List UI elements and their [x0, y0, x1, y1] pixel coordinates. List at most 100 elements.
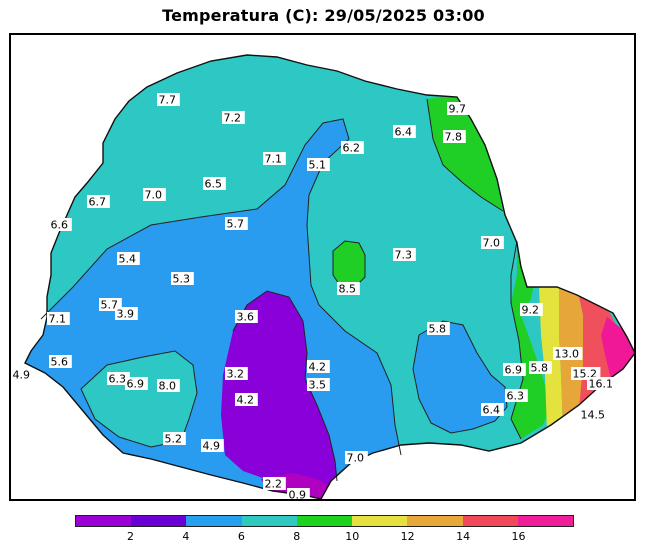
legend-tick-label: 8: [293, 530, 301, 543]
station-value-label: 5.4: [117, 252, 140, 266]
legend-swatch: [76, 516, 132, 526]
station-value: 16.1: [589, 378, 614, 391]
legend-tick-label: 14: [456, 530, 471, 543]
station-value: 3.9: [117, 308, 135, 321]
station-label-box: [503, 363, 526, 376]
station-value-label: 16.1: [587, 377, 617, 391]
legend-tick-label: 6: [237, 530, 245, 543]
station-label-box: [447, 102, 470, 115]
station-value-label: 7.1: [263, 152, 286, 166]
station-value-label: 4.9: [11, 368, 34, 382]
station-value-label: 9.7: [447, 102, 470, 116]
station-label-box: [87, 195, 110, 208]
station-value: 5.6: [51, 356, 69, 369]
station-value-label: 7.0: [345, 451, 368, 465]
station-value: 6.6: [51, 219, 69, 232]
station-label-box: [157, 379, 180, 392]
station-value-label: 14.5: [579, 408, 609, 422]
station-label-box: [520, 303, 543, 316]
station-value-label: 0.9: [287, 488, 310, 502]
station-value-label: 9.2: [520, 303, 543, 317]
station-label-box: [115, 307, 138, 320]
station-value: 5.2: [165, 433, 183, 446]
station-label-box: [481, 236, 504, 249]
legend-swatch: [131, 516, 187, 526]
station-value-label: 13.0: [553, 347, 583, 361]
station-value-label: 3.2: [225, 367, 248, 381]
station-value-label: 7.1: [47, 312, 70, 326]
station-value: 4.2: [309, 361, 327, 374]
station-label-box: [222, 111, 245, 124]
station-value: 7.0: [483, 237, 501, 250]
station-value-label: 6.9: [503, 363, 526, 377]
station-label-box: [143, 188, 166, 201]
station-label-box: [235, 310, 258, 323]
station-label-box: [235, 393, 258, 406]
station-value: 5.7: [101, 299, 119, 312]
station-value-label: 4.2: [235, 393, 258, 407]
station-label-box: [345, 451, 368, 464]
station-value: 8.0: [159, 380, 177, 393]
isotherm-8-east: [510, 240, 524, 440]
legend-swatch: [517, 516, 573, 526]
station-value-label: 5.8: [427, 322, 450, 336]
station-label-box: [263, 477, 286, 490]
station-value-label: 6.6: [49, 218, 72, 232]
station-value: 14.5: [581, 409, 606, 422]
band-2-4: [221, 291, 337, 497]
station-value: 7.1: [265, 153, 283, 166]
legend-tick-label: 12: [400, 530, 415, 543]
station-label-box: [341, 141, 364, 154]
legend-tick-label: 16: [511, 530, 526, 543]
temperature-bands: [25, 55, 634, 499]
station-label-box: [163, 432, 186, 445]
legend-swatch: [186, 516, 242, 526]
station-label-box: [579, 408, 609, 421]
station-value: 6.5: [205, 178, 223, 191]
station-label-box: [307, 158, 330, 171]
station-value-label: 6.9: [125, 377, 148, 391]
legend-ticks: 2 4 6 8 10 12 14 16: [75, 530, 574, 546]
station-value-label: 7.7: [157, 93, 180, 107]
band-8-10-north: [427, 95, 503, 211]
station-value: 8.5: [339, 283, 357, 296]
station-label-box: [49, 218, 72, 231]
legend-tick-label: 4: [182, 530, 190, 543]
station-value: 0.9: [289, 489, 307, 502]
station-value-label: 6.4: [393, 125, 416, 139]
station-value: 6.4: [483, 404, 501, 417]
station-value: 5.8: [531, 362, 549, 375]
isotherm-8-center: [332, 240, 366, 288]
station-label-box: [171, 272, 194, 285]
isotherm-6-island: [80, 350, 198, 448]
station-label-box: [117, 252, 140, 265]
legend-swatch: [462, 516, 518, 526]
station-label-box: [203, 177, 226, 190]
band-8-10-center: [333, 241, 365, 287]
station-value-label: 8.5: [337, 282, 360, 296]
station-label-box: [307, 378, 330, 391]
station-value: 5.7: [227, 218, 245, 231]
station-value-label: 6.5: [203, 177, 226, 191]
station-value: 4.9: [203, 440, 221, 453]
station-value: 2.2: [265, 478, 283, 491]
station-label-box: [337, 282, 360, 295]
station-value: 6.3: [507, 390, 525, 403]
color-legend: [75, 515, 574, 527]
station-value-label: 3.5: [307, 378, 330, 392]
station-value: 9.2: [522, 304, 540, 317]
station-label-box: [481, 403, 504, 416]
station-label-box: [587, 377, 617, 390]
station-label-box: [553, 347, 583, 360]
station-value: 5.4: [119, 253, 137, 266]
station-value: 7.3: [395, 249, 413, 262]
station-label-box: [263, 152, 286, 165]
station-value-label: 3.9: [115, 307, 138, 321]
station-label-box: [107, 372, 130, 385]
station-value: 7.8: [445, 131, 463, 144]
station-value-label: 6.4: [481, 403, 504, 417]
station-label-box: [307, 360, 330, 373]
station-value: 5.3: [173, 273, 191, 286]
station-value: 6.2: [343, 142, 361, 155]
station-value-label: 6.7: [87, 195, 110, 209]
